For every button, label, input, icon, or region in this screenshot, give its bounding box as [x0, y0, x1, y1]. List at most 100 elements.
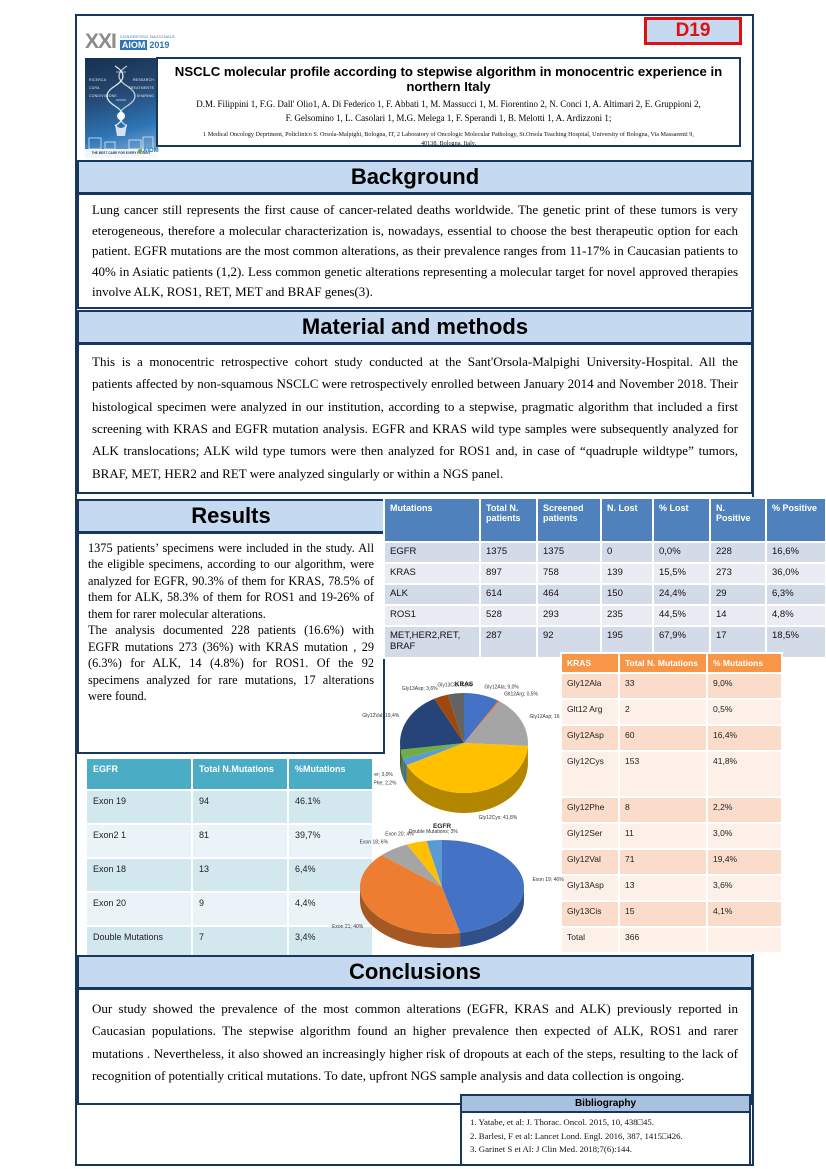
- affiliations: 1 Medical Oncology Deprtment, Policlinic…: [203, 131, 694, 148]
- pie-slice-label: Gly12Val; 19,4%: [362, 713, 399, 719]
- aiom-mini-logo: AIOM: [138, 148, 159, 154]
- background-text: Lung cancer still represents the first c…: [77, 193, 753, 309]
- pie-slice: [464, 701, 528, 746]
- pie-slice-label: Exon 20; 4%: [385, 832, 414, 838]
- table-row: Exon 20 9 4,4%: [85, 891, 374, 927]
- pie-slice-label: Gly12Phe; 2,2%: [360, 781, 397, 787]
- mutations-table: Mutations Total N. patients Screened patie…: [383, 497, 826, 659]
- column-header: % Lost: [652, 497, 711, 543]
- column-header: %Mutations: [287, 757, 374, 791]
- pie-slice: [442, 840, 524, 933]
- pie-slice: [400, 743, 464, 759]
- egfr-mutations-table: EGFR Total N.Mutations %Mutations Exon 19 94…: [85, 757, 374, 961]
- section-title-conclusions: Conclusions: [77, 955, 753, 989]
- results-text: 1375 patients’ specimens were included i…: [77, 532, 385, 754]
- methods-text: This is a monocentric retrospective coho…: [77, 343, 753, 494]
- frame-bottom-line: [75, 1164, 754, 1166]
- frame-top-line: [75, 14, 754, 16]
- kras-pie-chart: Gly12Ala; 9,0% Glt12Arg; 0,5% Gly12Asp; 16…: [358, 658, 569, 821]
- pie-slice-label: Exon 21; 40%: [332, 924, 364, 930]
- pie-slice-side: [403, 758, 407, 786]
- table-row: Exon 19 94 46.1%: [85, 789, 374, 825]
- column-header: N. Positive: [709, 497, 767, 543]
- pie-slice: [426, 840, 442, 887]
- column-header: Total N. patients: [479, 497, 538, 543]
- congress-poster-thumbnail: RICERCA CURA CONDIVISIONE RESEARCH TREAT…: [85, 58, 157, 158]
- table-row: Gly13Asp 13 3,6%: [560, 874, 783, 902]
- logo-xxi-text: XXI: [85, 30, 117, 53]
- authors-list: D.M. Filippini 1, F.G. Dall' Olio1, A. D…: [196, 99, 701, 123]
- column-header: Screened patients: [536, 497, 602, 543]
- frame-left-line: [75, 14, 77, 1166]
- column-header: Mutations: [383, 497, 481, 543]
- table-row: Gly12Cys 153 41,8%: [560, 750, 783, 798]
- pie-slice-label: Double Mutations; 3%: [409, 829, 458, 835]
- table-row: Gly12Ser 11 3,0%: [560, 822, 783, 850]
- pie-chart-title: KRAS: [455, 681, 474, 688]
- pie-slice-label: Gly12Ala; 9,0%: [484, 684, 519, 690]
- poster-number-badge: D19: [644, 17, 742, 45]
- conclusions-text: Our study showed the prevalence of the m…: [77, 988, 753, 1105]
- pie-slice-label: Exon 18; 6%: [360, 840, 389, 846]
- table-row: Total 366: [560, 926, 783, 954]
- table-row: Exon2 1 81 39,7%: [85, 823, 374, 859]
- thumb-word: RESEARCH: [132, 78, 154, 82]
- pie-slice-label: Gly13Cis; 4,1%: [437, 682, 472, 688]
- thumb-word: SHARING: [136, 94, 154, 98]
- pie-slice: [403, 743, 464, 766]
- section-title-background: Background: [77, 160, 753, 194]
- pie-slice-label: Gly12Cys; 41,8%: [479, 815, 518, 821]
- bibliography-box: Bibliography 1. Yatabe, et al: J. Thorac…: [460, 1094, 751, 1166]
- pie-slice: [464, 693, 499, 743]
- pie-slice: [464, 700, 500, 743]
- pie-slice-label: Gly12Ser; 3,0%: [358, 772, 394, 778]
- column-header: % Mutations: [706, 652, 783, 674]
- pie-slice: [400, 698, 464, 750]
- pie-slice: [434, 694, 464, 743]
- thumb-word: CONDIVISIONE: [89, 94, 117, 98]
- pie-slice-label: Gly13Asp; 3,6%: [402, 686, 438, 692]
- column-header: Total N. Mutations: [618, 652, 708, 674]
- table-row: KRAS 897 758 139 15,5% 273 36,0%: [383, 562, 826, 585]
- pie-slice: [381, 844, 442, 887]
- bibliography-items: 1. Yatabe, et al: J. Thorac. Oncol. 2015…: [462, 1113, 749, 1160]
- logo-year-text: 2019: [149, 40, 170, 50]
- pie-slice-side: [460, 887, 524, 947]
- column-header: KRAS: [560, 652, 620, 674]
- table-row: Glt12 Arg 2 0,5%: [560, 698, 783, 726]
- pie-slice: [360, 855, 461, 934]
- table-row: MET,HER2,RET, BRAF 287 92 195 67,9% 17 18,5%: [383, 625, 826, 659]
- table-row: EGFR 1375 1375 0 0,0% 228 16,6%: [383, 541, 826, 564]
- table-row: Gly12Ala 33 9,0%: [560, 672, 783, 700]
- pie-slice-side: [406, 745, 528, 813]
- pie-slice-side: [400, 749, 404, 779]
- table-row: Gly12Asp 60 16,4%: [560, 724, 783, 752]
- aiom-mini-logo-mark: [138, 149, 142, 153]
- section-title-results: Results: [77, 499, 385, 533]
- logo-congresso-text: CONGRESSO NAZIONALE: [119, 34, 176, 39]
- table-row: Gly12Phe 8 2,2%: [560, 796, 783, 824]
- pie-slice-side: [360, 887, 461, 948]
- bibliography-item: 2. Barlesi, F et al: Lancet Lond. Engl. …: [470, 1130, 683, 1141]
- dna-helix-graphic: [88, 65, 154, 150]
- logo-aiom-text: AIOM: [119, 40, 148, 50]
- poster-title: NSCLC molecular profile according to ste…: [174, 64, 723, 94]
- column-header: % Positive: [765, 497, 826, 543]
- pie-slice-label: Exon 19; 46%: [532, 877, 564, 883]
- thumb-caption: THE BEST CARE FOR EVERY PATIENT: [85, 149, 157, 158]
- aiom-congress-logo: XXI CONGRESSO NAZIONALE AIOM 2019: [85, 28, 195, 56]
- table-row: ALK 614 464 150 24,4% 29 6,3%: [383, 583, 826, 606]
- pie-chart-title: EGFR: [433, 823, 451, 830]
- pie-slice: [406, 743, 528, 793]
- bibliography-item: 1. Yatabe, et al: J. Thorac. Oncol. 2015…: [470, 1117, 654, 1127]
- thumb-word: RICERCA: [89, 78, 107, 82]
- pie-slice: [447, 693, 464, 743]
- results-paragraph-2: The analysis documented 228 patients (16…: [88, 623, 374, 704]
- table-row: Gly12Val 71 19,4%: [560, 848, 783, 876]
- pie-slice-label: Glt12Arg; 0,5%: [504, 691, 538, 697]
- pie-slice-side: [400, 743, 401, 770]
- egfr-pie-chart: Exon 19; 46% Exon 21; 40% Exon 18; 6% Exon …: [332, 818, 564, 952]
- pie-slice-label: Gly12Asp; 16,4%: [529, 714, 568, 720]
- bibliography-item: 3. Garinet S et Al: J Clin Med. 2018;7(6…: [470, 1144, 632, 1155]
